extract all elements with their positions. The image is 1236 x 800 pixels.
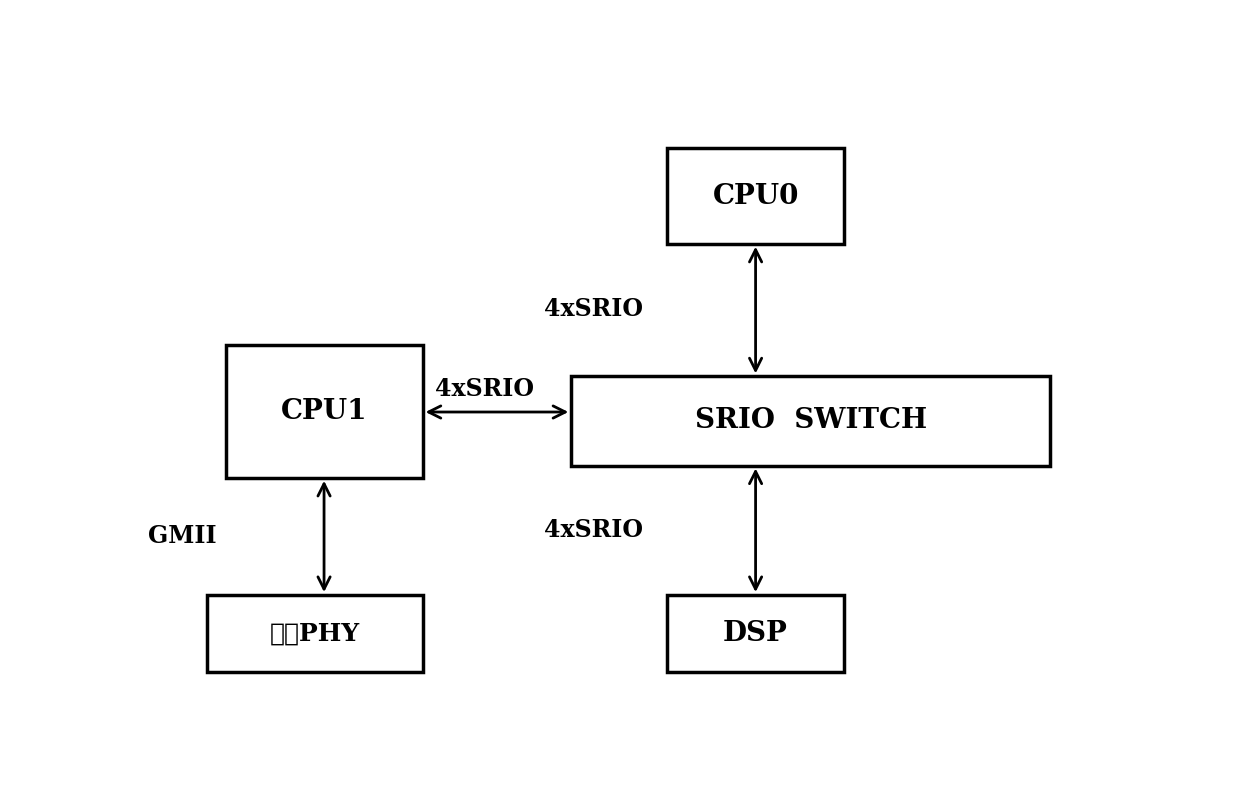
Text: 4xSRIO: 4xSRIO xyxy=(435,377,534,401)
FancyBboxPatch shape xyxy=(667,595,844,672)
Text: GMII: GMII xyxy=(148,525,216,549)
Text: SRIO  SWITCH: SRIO SWITCH xyxy=(695,407,927,434)
FancyBboxPatch shape xyxy=(667,148,844,244)
Text: 4xSRIO: 4xSRIO xyxy=(544,518,643,542)
Text: CPU0: CPU0 xyxy=(712,182,798,210)
FancyBboxPatch shape xyxy=(571,376,1051,466)
FancyBboxPatch shape xyxy=(226,346,423,478)
Text: DSP: DSP xyxy=(723,620,789,647)
Text: 千兆PHY: 千兆PHY xyxy=(269,622,360,646)
Text: 4xSRIO: 4xSRIO xyxy=(544,297,643,321)
FancyBboxPatch shape xyxy=(208,595,423,672)
Text: CPU1: CPU1 xyxy=(282,398,368,426)
